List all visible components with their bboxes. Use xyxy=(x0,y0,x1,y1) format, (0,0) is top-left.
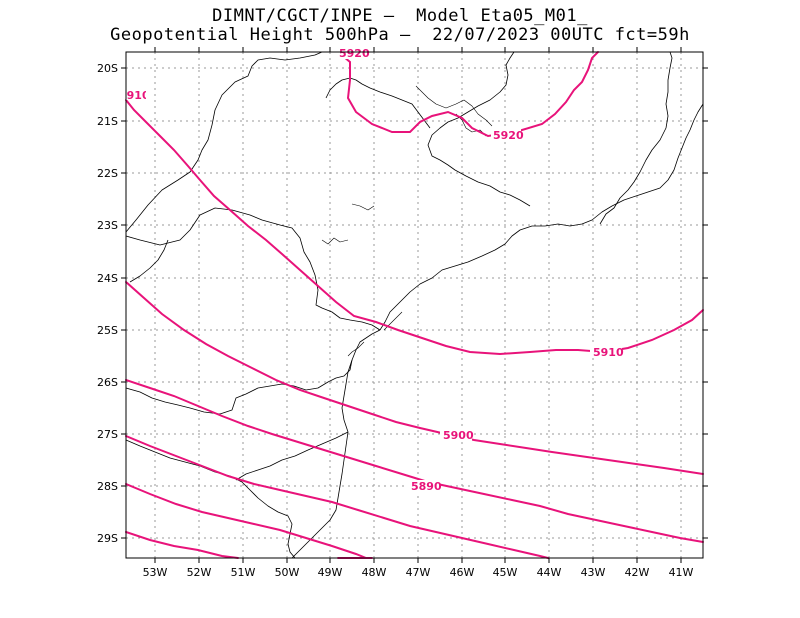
contour-label-5910-left-clip: 5910 xyxy=(119,89,150,102)
contour-5880 xyxy=(125,435,549,559)
chart-title-line2: Geopotential Height 500hPa – 22/07/2023 … xyxy=(110,25,690,45)
y-tick-label: 22S xyxy=(97,167,118,180)
contour-5870 xyxy=(125,483,367,559)
map-frame xyxy=(125,51,704,559)
y-tick-label: 25S xyxy=(97,324,118,337)
x-tick-label: 46W xyxy=(450,566,475,579)
x-tick-label: 52W xyxy=(187,566,212,579)
y-tick-label: 26S xyxy=(97,376,118,389)
contour-5910 xyxy=(125,99,704,356)
y-tick-label: 21S xyxy=(97,115,118,128)
contour-label-5910-left: 5910 xyxy=(119,89,150,102)
x-tick-label: 48W xyxy=(362,566,387,579)
x-tick-label: 45W xyxy=(493,566,518,579)
grid-lines xyxy=(126,52,703,558)
contour-5900 xyxy=(125,281,704,475)
y-tick-label: 27S xyxy=(97,428,118,441)
contour-5890 xyxy=(125,379,704,543)
x-tick-label: 41W xyxy=(669,566,694,579)
x-tick-label: 42W xyxy=(625,566,650,579)
coastline-and-borders xyxy=(125,51,704,559)
contour-label-5890: 5890 xyxy=(411,480,442,493)
chart-title-line1: DIMNT/CGCT/INPE – Model Eta05_M01_ xyxy=(212,6,588,26)
x-tick-label: 44W xyxy=(537,566,562,579)
y-tick-label: 23S xyxy=(97,219,118,232)
contour-label-backgrounds xyxy=(126,47,622,492)
contour-5920-top xyxy=(337,51,599,138)
contour-label-5920-right: 5920 xyxy=(493,129,524,142)
x-tick-label: 51W xyxy=(231,566,256,579)
x-tick-label: 50W xyxy=(275,566,300,579)
contour-label-5910-right: 5910 xyxy=(593,346,624,359)
x-tick-label: 47W xyxy=(406,566,431,579)
contour-5860 xyxy=(125,531,239,559)
x-tick-label: 43W xyxy=(581,566,606,579)
x-tick-label: 53W xyxy=(143,566,168,579)
contour-label-5920-top: 5920 xyxy=(339,47,370,60)
axis-ticks xyxy=(121,47,708,563)
y-tick-label: 29S xyxy=(97,532,118,545)
contour-label-5900: 5900 xyxy=(443,429,474,442)
x-tick-label: 49W xyxy=(318,566,343,579)
y-tick-label: 20S xyxy=(97,62,118,75)
y-tick-label: 28S xyxy=(97,480,118,493)
y-tick-label: 24S xyxy=(97,272,118,285)
